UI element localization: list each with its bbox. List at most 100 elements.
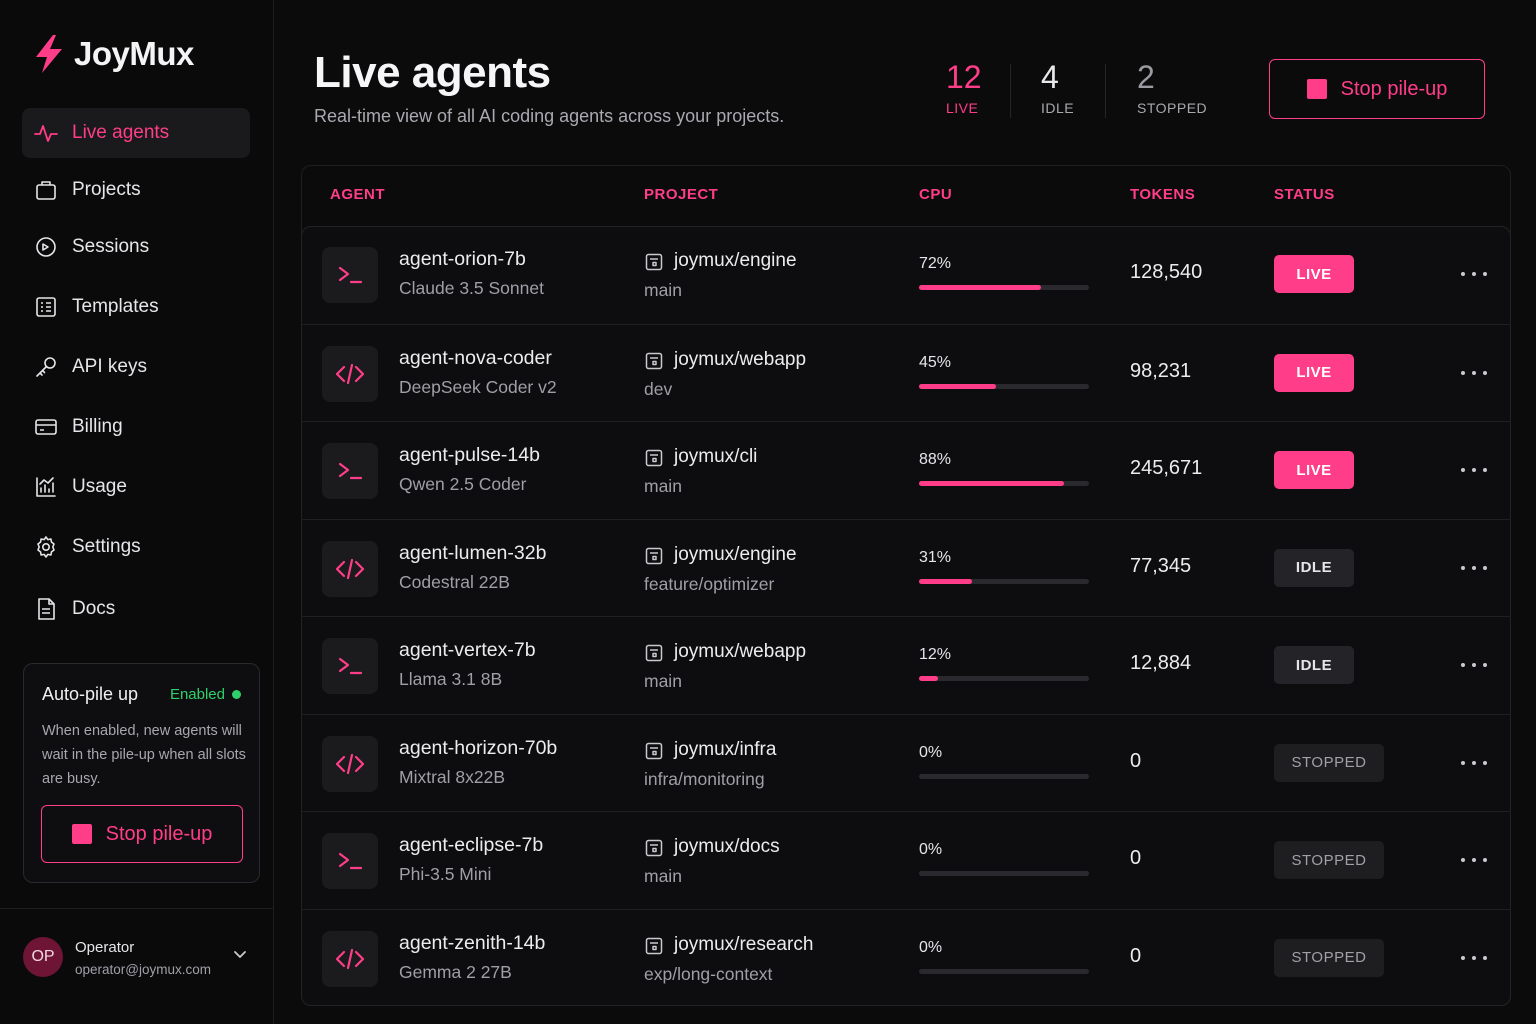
agent-name[interactable]: agent-lumen-32b [399, 541, 547, 564]
project-name[interactable]: joymux/webapp [674, 641, 807, 662]
stop-pile-up-button[interactable]: Stop pile-up [1269, 59, 1485, 119]
sidebar-item-label: Templates [72, 296, 159, 317]
divider [1105, 64, 1106, 118]
table-row[interactable]: agent-orion-7b Claude 3.5 Sonnet joymux/en… [301, 226, 1511, 324]
sidebar-item-label: API keys [72, 356, 147, 377]
status-badge: LIVE [1274, 353, 1354, 392]
cpu-value: 0% [919, 938, 943, 956]
more-options-icon[interactable] [1461, 848, 1487, 872]
column-header-tokens[interactable]: TOKENS [1130, 186, 1196, 203]
dot [1461, 370, 1465, 375]
agent-model: Gemma 2 27B [399, 961, 512, 982]
auto-pile-up-title: Auto-pile up [42, 684, 139, 704]
repo-icon [644, 252, 664, 272]
stat-idle: 4 IDLE [1041, 58, 1074, 116]
project-name[interactable]: joymux/infra [674, 738, 777, 760]
more-options-icon[interactable] [1461, 751, 1487, 775]
repo-icon [644, 741, 664, 761]
table-row[interactable]: agent-horizon-70b Mixtral 8x22B joymux/inf… [301, 713, 1511, 812]
stop-pile-up-button[interactable]: Stop pile-up [41, 805, 243, 863]
code-icon [322, 345, 378, 402]
token-count: 12,884 [1130, 652, 1192, 674]
sidebar-item-billing[interactable]: Billing [22, 402, 250, 452]
cpu-bar-fill [919, 578, 972, 584]
agent-name[interactable]: agent-orion-7b [399, 248, 526, 270]
sidebar-item-api-keys[interactable]: API keys [22, 342, 250, 392]
table-row[interactable]: agent-nova-coder DeepSeek Coder v2 joymux/… [301, 323, 1511, 422]
project-name[interactable]: joymux/docs [674, 836, 780, 857]
button-label: Stop pile-up [105, 822, 213, 845]
auto-pile-up-status[interactable]: Enabled [170, 686, 241, 703]
more-options-icon[interactable] [1461, 946, 1487, 970]
sidebar-item-projects[interactable]: Projects [22, 165, 250, 215]
dot [1483, 663, 1487, 667]
column-header-cpu[interactable]: CPU [919, 186, 953, 203]
branch-name: main [644, 476, 682, 496]
agent-name[interactable]: agent-zenith-14b [399, 931, 546, 954]
dot [1472, 468, 1476, 472]
table-row[interactable]: agent-eclipse-7b Phi-3.5 Mini joymux/docs m… [301, 811, 1511, 909]
sidebar-item-label: Billing [72, 416, 123, 437]
cpu-bar [919, 481, 1089, 486]
agent-name[interactable]: agent-eclipse-7b [399, 834, 544, 856]
repo-icon [644, 936, 664, 956]
project-name[interactable]: joymux/research [674, 933, 814, 955]
more-options-icon[interactable] [1461, 262, 1487, 286]
project-name[interactable]: joymux/engine [674, 543, 797, 565]
cpu-bar [919, 578, 1089, 584]
terminal-icon [322, 638, 378, 694]
agent-name[interactable]: agent-nova-coder [399, 346, 552, 369]
avatar[interactable]: OP [23, 937, 63, 977]
agent-model: Mixtral 8x22B [399, 766, 506, 787]
document-icon [34, 597, 58, 621]
more-options-icon[interactable] [1461, 653, 1487, 677]
sidebar-item-templates[interactable]: Templates [22, 282, 250, 332]
token-count: 0 [1130, 847, 1142, 869]
agent-name[interactable]: agent-horizon-70b [399, 736, 558, 759]
table-row[interactable]: agent-pulse-14b Qwen 2.5 Coder joymux/cli m… [301, 421, 1511, 519]
brand[interactable]: JoyMux [32, 34, 194, 74]
project-name[interactable]: joymux/webapp [674, 348, 807, 370]
divider [1010, 64, 1011, 118]
sidebar-item-settings[interactable]: Settings [22, 522, 250, 572]
project-name[interactable]: joymux/engine [674, 250, 797, 271]
sidebar-item-live-agents[interactable]: Live agents [22, 108, 250, 158]
branch-name: main [644, 280, 682, 300]
branch-name: dev [644, 378, 673, 399]
cpu-value: 31% [919, 548, 952, 566]
agent-name[interactable]: agent-pulse-14b [399, 444, 540, 466]
sidebar-item-sessions[interactable]: Sessions [22, 222, 250, 272]
auto-pile-up-description: When enabled, new agents will wait in th… [42, 723, 246, 787]
page-title: Live agents [314, 48, 551, 97]
agent-name[interactable]: agent-vertex-7b [399, 639, 536, 661]
credit-card-icon [34, 415, 58, 439]
sidebar: JoyMux Live agents Projects Sessions Tem… [0, 0, 274, 1024]
repo-icon [644, 838, 664, 858]
more-options-icon[interactable] [1461, 556, 1487, 580]
branch-name: main [644, 866, 682, 886]
dot [1461, 663, 1465, 667]
table-row[interactable]: agent-lumen-32b Codestral 22B joymux/engin… [301, 518, 1511, 617]
table-row[interactable]: agent-vertex-7b Llama 3.1 8B joymux/webapp… [301, 616, 1511, 714]
brand-name: JoyMux [74, 35, 194, 72]
column-header-status[interactable]: STATUS [1274, 186, 1335, 203]
dot [1483, 272, 1487, 276]
sidebar-item-usage[interactable]: Usage [22, 462, 250, 512]
repo-icon [644, 448, 664, 468]
token-count: 77,345 [1130, 554, 1192, 577]
column-header-agent[interactable]: AGENT [330, 186, 385, 203]
column-header-project[interactable]: PROJECT [644, 186, 719, 203]
cpu-bar [919, 383, 1089, 389]
branch-name: feature/optimizer [644, 573, 775, 594]
dot [1461, 468, 1465, 472]
more-options-icon[interactable] [1461, 361, 1487, 385]
sidebar-item-docs[interactable]: Docs [22, 584, 250, 634]
key-icon [34, 355, 58, 379]
dot [1461, 955, 1465, 960]
more-options-icon[interactable] [1461, 458, 1487, 482]
agent-model: Phi-3.5 Mini [399, 864, 492, 884]
cpu-bar-fill [919, 676, 938, 681]
project-name[interactable]: joymux/cli [674, 446, 758, 467]
chevron-down-icon[interactable] [231, 946, 249, 964]
table-row[interactable]: agent-zenith-14b Gemma 2 27B joymux/resear… [301, 908, 1511, 1007]
